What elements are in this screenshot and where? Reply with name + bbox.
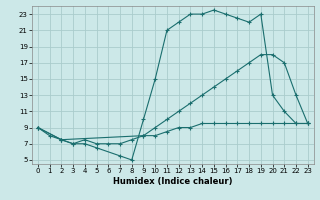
X-axis label: Humidex (Indice chaleur): Humidex (Indice chaleur) — [113, 177, 233, 186]
